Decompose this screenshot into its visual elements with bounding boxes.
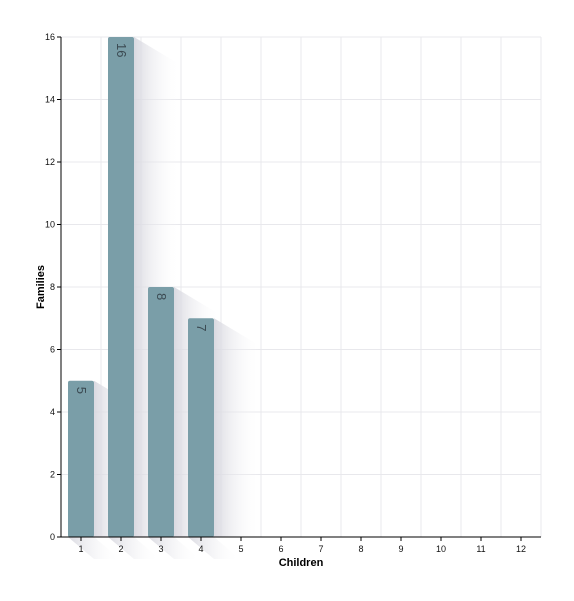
y-tick-label: 4 bbox=[50, 407, 55, 417]
data-label: 7 bbox=[194, 324, 209, 331]
y-tick-label: 0 bbox=[50, 532, 55, 542]
x-tick-label: 1 bbox=[78, 544, 83, 554]
bar-3 bbox=[148, 287, 174, 537]
bar-shadow bbox=[214, 318, 260, 537]
x-tick-label: 6 bbox=[278, 544, 283, 554]
data-label: 16 bbox=[114, 43, 129, 57]
bar-shadow-base bbox=[188, 537, 240, 559]
x-tick-label: 7 bbox=[318, 544, 323, 554]
bar-shadow-base bbox=[148, 537, 200, 559]
y-tick-label: 8 bbox=[50, 282, 55, 292]
y-tick-label: 6 bbox=[50, 345, 55, 355]
x-tick-label: 5 bbox=[238, 544, 243, 554]
bar-4 bbox=[188, 318, 214, 537]
y-tick-label: 2 bbox=[50, 470, 55, 480]
x-tick-label: 2 bbox=[118, 544, 123, 554]
axes bbox=[57, 36, 541, 541]
data-label: 5 bbox=[74, 387, 89, 394]
x-tick-label: 3 bbox=[158, 544, 163, 554]
x-tick-label: 9 bbox=[398, 544, 403, 554]
x-axis-title: Children bbox=[279, 557, 324, 569]
y-tick-label: 14 bbox=[45, 95, 55, 105]
data-label: 8 bbox=[154, 293, 169, 300]
bar-2 bbox=[108, 37, 134, 537]
x-tick-label: 8 bbox=[358, 544, 363, 554]
bars: 5 16 8 7 bbox=[68, 37, 214, 537]
bar-shadow-base bbox=[68, 537, 120, 559]
x-tick-label: 11 bbox=[476, 544, 485, 554]
x-tick-label: 12 bbox=[516, 544, 526, 554]
bar-shadow-base bbox=[108, 537, 160, 559]
x-tick-label: 10 bbox=[436, 544, 446, 554]
y-tick-label: 12 bbox=[45, 157, 55, 167]
x-tick-label: 4 bbox=[198, 544, 203, 554]
y-tick-label: 16 bbox=[45, 32, 55, 42]
y-axis-title: Families bbox=[35, 265, 47, 309]
y-tick-label: 10 bbox=[45, 220, 55, 230]
bar-1 bbox=[68, 380, 94, 537]
